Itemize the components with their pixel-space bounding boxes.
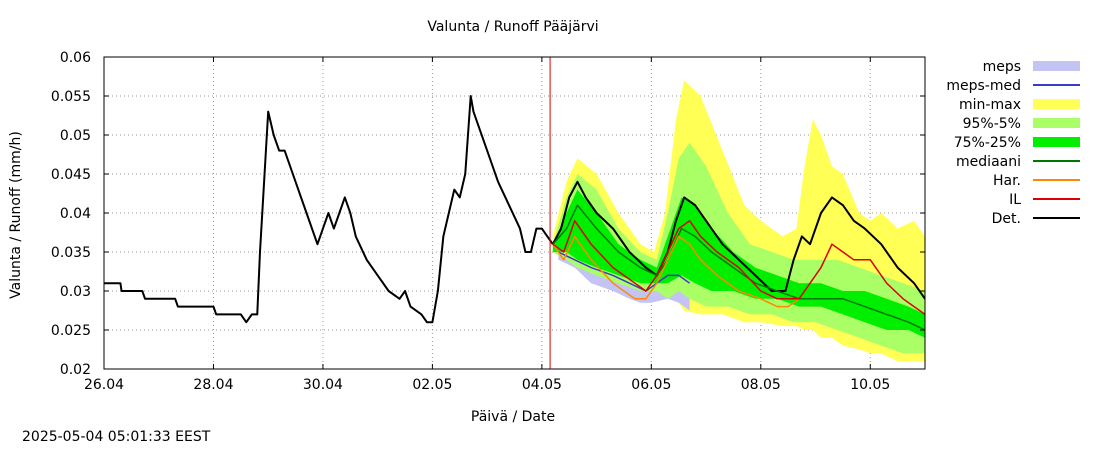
legend-label: Har.	[993, 173, 1021, 189]
legend-swatch	[1033, 61, 1080, 71]
legend: meps meps-med min-max 95%-5% 75%-25% mediaani…	[946, 59, 1080, 227]
series-meps-med	[557, 251, 691, 292]
bands	[552, 80, 925, 362]
legend-swatch	[1033, 137, 1080, 147]
x-tick-label: 06.05	[631, 377, 671, 393]
band-75-25-	[552, 189, 925, 338]
x-tick-label: 08.05	[741, 377, 781, 393]
legend-label: min-max	[959, 97, 1021, 113]
y-tick-label: 0.02	[60, 362, 91, 378]
series-mediaani	[552, 204, 926, 331]
series-lines	[104, 95, 926, 331]
series-har	[552, 235, 800, 308]
legend-label: IL	[1009, 192, 1021, 208]
y-tick-label: 0.03	[60, 284, 91, 300]
legend-label: 75%-25%	[954, 135, 1021, 151]
y-tick-label: 0.035	[51, 245, 91, 261]
legend-swatch	[1033, 118, 1080, 128]
legend-label: meps-med	[946, 78, 1021, 94]
x-tick-label: 30.04	[303, 377, 343, 393]
y-tick-label: 0.06	[60, 50, 91, 66]
series-det	[551, 180, 926, 300]
y-tick-label: 0.025	[51, 323, 91, 339]
legend-swatch	[1033, 99, 1080, 109]
series-det	[104, 95, 554, 324]
y-tick-label: 0.055	[51, 89, 91, 105]
x-tick-label: 10.05	[850, 377, 890, 393]
legend-label: 95%-5%	[963, 116, 1021, 132]
y-tick-label: 0.05	[60, 128, 91, 144]
y-tick-label: 0.04	[60, 206, 91, 222]
y-tick-label: 0.045	[51, 167, 91, 183]
chart-title: Valunta / Runoff Pääjärvi	[427, 19, 598, 35]
legend-label: mediaani	[956, 154, 1021, 170]
x-axis-label: Päivä / Date	[471, 409, 555, 425]
axis-ticks: 26.04 28.04 30.04 02.05 04.05 06.05 08.05 10.05…	[51, 50, 925, 393]
x-tick-label: 28.04	[193, 377, 233, 393]
legend-label: meps	[983, 59, 1021, 75]
x-tick-label: 26.04	[84, 377, 124, 393]
x-tick-label: 02.05	[412, 377, 452, 393]
x-tick-label: 04.05	[522, 377, 562, 393]
y-axis-label: Valunta / Runoff (mm/h)	[8, 131, 24, 299]
timestamp: 2025-05-04 05:01:33 EEST	[22, 429, 211, 445]
series-il	[552, 220, 926, 316]
legend-label: Det.	[992, 211, 1021, 227]
